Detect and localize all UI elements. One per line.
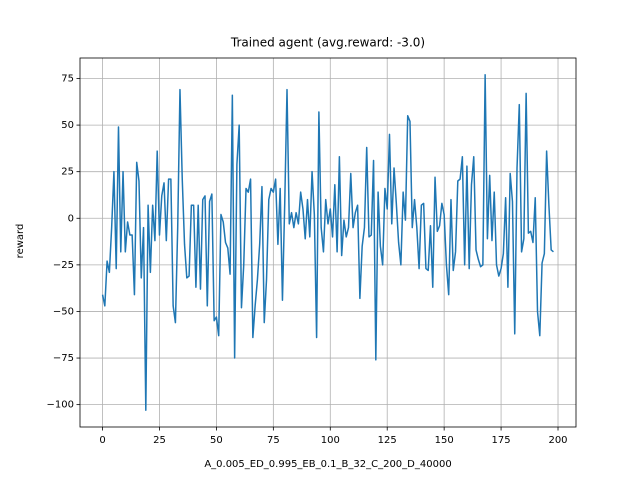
- plot-frame: [79, 57, 577, 428]
- y-axis-label: reward: [15, 224, 26, 259]
- y-tick-label: −25: [53, 260, 74, 271]
- y-tick-label: 50: [61, 120, 74, 131]
- y-tick-label: 75: [61, 74, 74, 85]
- x-tick-label: 0: [99, 435, 105, 446]
- x-tick-label: 100: [321, 435, 340, 446]
- y-tick-label: −100: [47, 400, 74, 411]
- x-tick-label: 175: [492, 435, 511, 446]
- x-axis-label: A_0.005_ED_0.995_EB_0.1_B_32_C_200_D_400…: [204, 459, 451, 470]
- x-tick-label: 150: [435, 435, 454, 446]
- chart-title: Trained agent (avg.reward: -3.0): [230, 36, 425, 50]
- x-tick-label: 125: [378, 435, 397, 446]
- x-tick-label: 25: [153, 435, 166, 446]
- y-tick-label: 25: [61, 167, 74, 178]
- y-tick-label: −50: [53, 306, 74, 317]
- y-tick-label: 0: [68, 213, 74, 224]
- x-tick-label: 200: [548, 435, 567, 446]
- x-tick-label: 75: [267, 435, 280, 446]
- x-tick-label: 50: [210, 435, 223, 446]
- y-tick-label: −75: [53, 353, 74, 364]
- data-line: [101, 74, 554, 411]
